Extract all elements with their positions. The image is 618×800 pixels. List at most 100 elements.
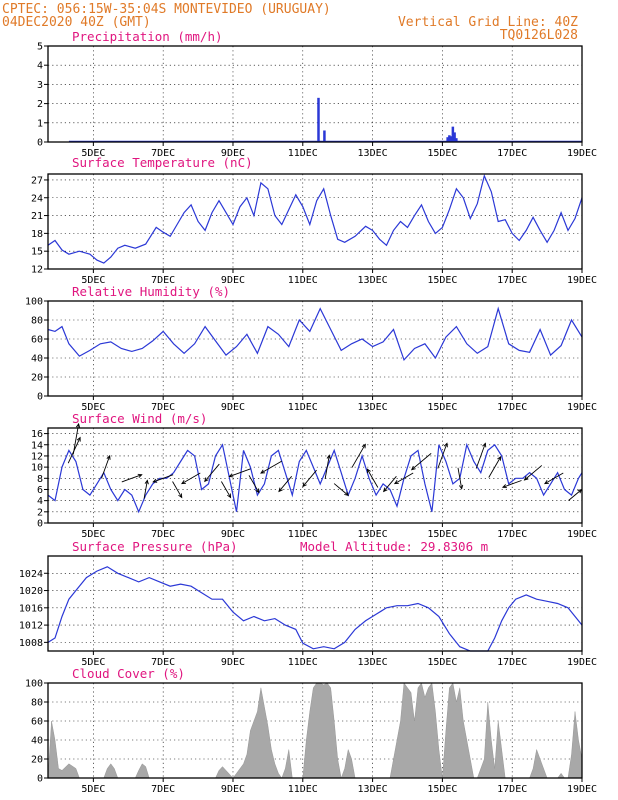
y-tick-label: 16 [31, 429, 43, 440]
cloud-title: Cloud Cover (%) [72, 666, 185, 681]
y-tick-label: 18 [31, 229, 43, 240]
y-tick-label: 4 [37, 61, 43, 72]
wind-arrow-head [410, 465, 416, 471]
y-tick-label: 27 [31, 175, 43, 186]
y-tick-label: 21 [31, 211, 43, 222]
x-tick-label: 5DEC [81, 529, 105, 540]
precip-panel: 0 1 2 3 4 5 5DEC 7DEC 9DEC 11DEC 13DEC 15DEC 17DEC 19… [37, 42, 597, 160]
wind-arrow-head [344, 491, 350, 497]
wind-line [47, 442, 583, 514]
y-tick-label: 20 [31, 373, 43, 384]
x-tick-label: 13DEC [358, 148, 388, 159]
x-tick-label: 19DEC [567, 529, 597, 540]
header-station: CPTEC: 056:15W-35:04S MONTEVIDEO (URUGUA… [2, 2, 331, 17]
x-tick-label: 7DEC [151, 784, 175, 795]
wind-arrow-head [361, 443, 366, 449]
y-tick-label: 3 [37, 80, 43, 91]
rh-frame [47, 300, 583, 397]
wind-arrow [524, 465, 543, 481]
wind-arrow-head [544, 480, 549, 485]
wind-arrow-head [523, 476, 529, 481]
cloud-area [47, 682, 583, 779]
y-tick-label: 2 [37, 507, 43, 518]
wind-arrow-head [383, 487, 388, 493]
wind-arrow [153, 474, 174, 483]
y-tick-label: 24 [31, 193, 43, 204]
wind-arrow [457, 467, 463, 489]
x-tick-label: 15DEC [427, 275, 457, 286]
y-tick-label: 1012 [19, 621, 43, 632]
x-tick-label: 9DEC [221, 402, 245, 413]
wind-arrow [502, 480, 522, 488]
wind-arrow [351, 444, 366, 468]
x-tick-label: 19DEC [567, 275, 597, 286]
wind-arrow-head [482, 442, 487, 448]
y-tick-label: 40 [31, 736, 43, 747]
y-tick-label: 100 [25, 297, 43, 308]
rh-line [47, 306, 583, 362]
wind-arrow-head [255, 488, 260, 494]
y-tick-label: 1024 [19, 569, 43, 580]
y-tick-label: 100 [25, 679, 43, 690]
precip-bar [453, 132, 456, 142]
wind-arrow [143, 480, 148, 499]
x-tick-label: 13DEC [358, 657, 388, 668]
wind-arrow-head [178, 493, 183, 499]
x-tick-label: 15DEC [427, 402, 457, 413]
y-tick-label: 6 [37, 485, 43, 496]
pressure-title: Surface Pressure (hPa) [72, 539, 238, 554]
y-tick-label: 12 [31, 265, 43, 276]
y-tick-label: 4 [37, 496, 43, 507]
y-tick-label: 40 [31, 354, 43, 365]
y-tick-label: 5 [37, 42, 43, 53]
pressure-line [47, 566, 583, 652]
x-tick-label: 11DEC [288, 148, 318, 159]
pressure-panel: 1008 1012 1016 1020 1024 5DEC 7DEC 9DEC 11DEC 13D… [19, 555, 597, 668]
x-tick-label: 7DEC [151, 148, 175, 159]
x-tick-label: 19DEC [567, 402, 597, 413]
wind-arrow [72, 423, 80, 455]
cloud-frame [47, 682, 583, 779]
x-tick-label: 13DEC [358, 784, 388, 795]
wind-arrow [172, 481, 183, 498]
x-tick-label: 7DEC [151, 529, 175, 540]
temp-title: Surface Temperature (nC) [72, 155, 253, 170]
wind-arrow-head [204, 477, 209, 483]
x-tick-label: 15DEC [427, 148, 457, 159]
x-tick-label: 19DEC [567, 148, 597, 159]
wind-arrow [488, 456, 502, 478]
wind-arrow-head [144, 479, 149, 485]
header-model-id: TQ0126L028 [500, 28, 578, 43]
precip-bar [451, 126, 455, 142]
wind-arrow [324, 455, 330, 480]
wind-arrow [437, 443, 448, 469]
wind-title: Surface Wind (m/s) [72, 411, 207, 426]
wind-arrow [181, 472, 201, 484]
x-tick-label: 11DEC [288, 402, 318, 413]
x-tick-label: 5DEC [81, 402, 105, 413]
wind-arrow-head [443, 442, 448, 448]
x-tick-label: 7DEC [151, 402, 175, 413]
temp-line [47, 173, 583, 264]
header-grid-line: Vertical Grid Line: 40Z [398, 15, 578, 30]
precip-frame [47, 45, 583, 143]
wind-arrow [568, 489, 582, 501]
wind-arrow [248, 475, 260, 493]
precip-bar [323, 130, 326, 142]
wind-arrow-head [106, 454, 111, 460]
precip-bar [449, 136, 453, 142]
wind-arrow-head [393, 480, 399, 485]
wind-arrow-head [497, 455, 502, 461]
x-tick-label: 11DEC [288, 657, 318, 668]
wind-arrow [221, 481, 231, 498]
precip-bar [446, 137, 449, 142]
x-tick-label: 5DEC [81, 275, 105, 286]
wind-arrow [302, 469, 317, 487]
x-tick-label: 11DEC [288, 784, 318, 795]
wind-arrow-head [137, 473, 143, 478]
wind-arrow [475, 443, 486, 469]
y-tick-label: 0 [37, 138, 43, 149]
wind-arrow-head [366, 468, 371, 474]
